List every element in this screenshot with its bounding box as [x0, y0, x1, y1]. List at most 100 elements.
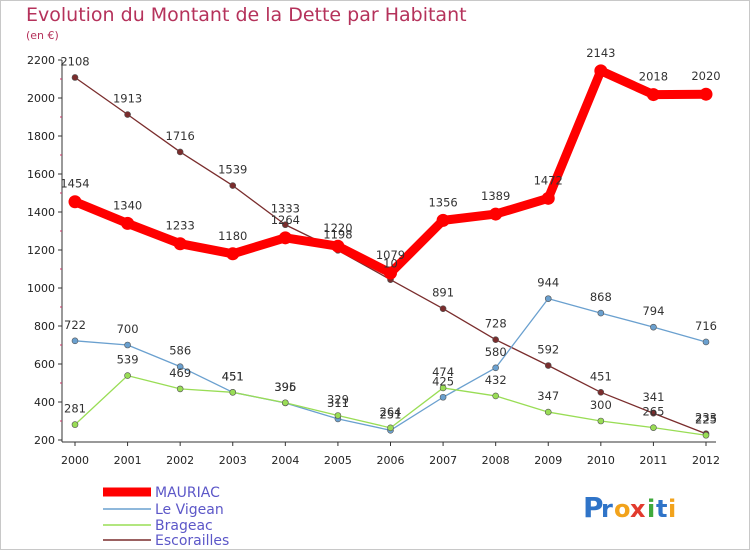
data-point: [124, 111, 131, 118]
data-label: 425: [432, 374, 454, 388]
data-point: [650, 409, 657, 417]
data-point: [597, 417, 605, 425]
data-point: [699, 87, 713, 101]
data-label: 469: [169, 366, 191, 380]
data-label: 451: [590, 369, 612, 383]
data-label: 728: [485, 317, 507, 331]
data-label: 451: [222, 369, 244, 383]
data-point: [492, 392, 499, 400]
data-point: [226, 247, 240, 261]
data-label: 396: [274, 380, 296, 394]
data-label: 225: [695, 412, 717, 426]
data-label: 251: [380, 407, 402, 421]
data-label: 2143: [586, 46, 615, 60]
data-label: 341: [642, 390, 664, 404]
data-point: [68, 195, 82, 209]
x-tick-label: 2011: [639, 454, 667, 467]
data-point: [436, 213, 450, 227]
series-line-mauriac: [70, 66, 711, 278]
data-label: 539: [117, 353, 139, 367]
x-tick-label: 2006: [377, 454, 405, 467]
data-point: [544, 295, 552, 302]
x-tick-label: 2005: [324, 454, 352, 467]
data-label: 451: [222, 369, 244, 383]
y-tick-label: 1400: [27, 206, 55, 219]
data-label: 2108: [60, 54, 89, 68]
logo-letter: t: [656, 495, 667, 523]
data-point: [282, 221, 289, 229]
data-label: 1333: [271, 202, 300, 216]
data-point: [702, 338, 710, 346]
data-label: 891: [432, 286, 454, 300]
proxiti-logo: Pr o x i t i: [583, 491, 676, 524]
data-label: 10: [383, 257, 398, 271]
logo-letter: i: [668, 495, 676, 523]
data-point: [597, 309, 605, 317]
data-label: 474: [432, 365, 454, 379]
data-point: [650, 323, 657, 331]
x-tick-label: 2010: [587, 454, 615, 467]
data-label: 233: [695, 411, 717, 425]
y-tick-label: 1600: [27, 168, 55, 181]
data-point: [71, 337, 79, 345]
data-point: [594, 64, 608, 78]
data-point: [124, 372, 131, 379]
data-label: 1454: [60, 177, 89, 191]
data-point: [176, 148, 184, 156]
data-point: [173, 237, 187, 251]
data-label: 722: [64, 318, 86, 332]
data-point: [387, 424, 394, 432]
data-point: [282, 399, 289, 407]
x-tick-label: 2009: [534, 454, 562, 467]
data-label: 1539: [218, 163, 247, 177]
x-tick-label: 2002: [166, 454, 194, 467]
logo-letter: P: [583, 491, 604, 524]
data-label: 1264: [271, 213, 300, 227]
y-tick-label: 1000: [27, 282, 55, 295]
x-tick-label: 2000: [61, 454, 89, 467]
data-point: [229, 182, 237, 189]
data-point: [597, 389, 605, 396]
y-tick-label: 2200: [27, 54, 55, 67]
y-tick-label: 1200: [27, 244, 55, 257]
data-point: [229, 389, 237, 396]
data-point: [492, 364, 499, 372]
data-label: 264: [380, 405, 402, 419]
x-tick-label: 2008: [482, 454, 510, 467]
data-point: [439, 393, 447, 401]
x-tick-label: 2003: [219, 454, 247, 467]
x-tick-label: 2001: [114, 454, 142, 467]
data-label: 311: [327, 396, 349, 410]
x-tick-label: 2007: [429, 454, 457, 467]
chart-unit-label: (en €): [26, 29, 59, 42]
data-label: 794: [642, 304, 664, 318]
data-label: 580: [485, 345, 507, 359]
data-label: 1389: [481, 189, 510, 203]
data-point: [331, 239, 345, 253]
data-point: [489, 207, 503, 221]
y-tick-label: 800: [34, 320, 55, 333]
data-point: [439, 384, 447, 392]
data-label: 2018: [639, 70, 668, 84]
logo-letter: r: [601, 495, 613, 523]
data-point: [492, 336, 499, 343]
data-label: 300: [590, 398, 612, 412]
data-point: [71, 421, 79, 428]
data-point: [334, 412, 342, 419]
y-tick-label: 600: [34, 358, 55, 371]
data-point: [71, 74, 79, 81]
data-label: 1180: [218, 229, 247, 243]
y-tick-label: 400: [34, 396, 55, 409]
data-label: 329: [327, 392, 349, 406]
y-tick-label: 1800: [27, 130, 55, 143]
data-point: [702, 431, 710, 439]
data-label: 716: [695, 319, 717, 333]
data-label: 1340: [113, 198, 142, 212]
legend-label: MAURIAC: [155, 485, 220, 501]
data-point: [384, 266, 397, 280]
data-point: [124, 341, 131, 349]
data-label: 1472: [534, 173, 563, 187]
y-tick-label: 2000: [27, 92, 55, 105]
data-label: 432: [485, 373, 507, 387]
